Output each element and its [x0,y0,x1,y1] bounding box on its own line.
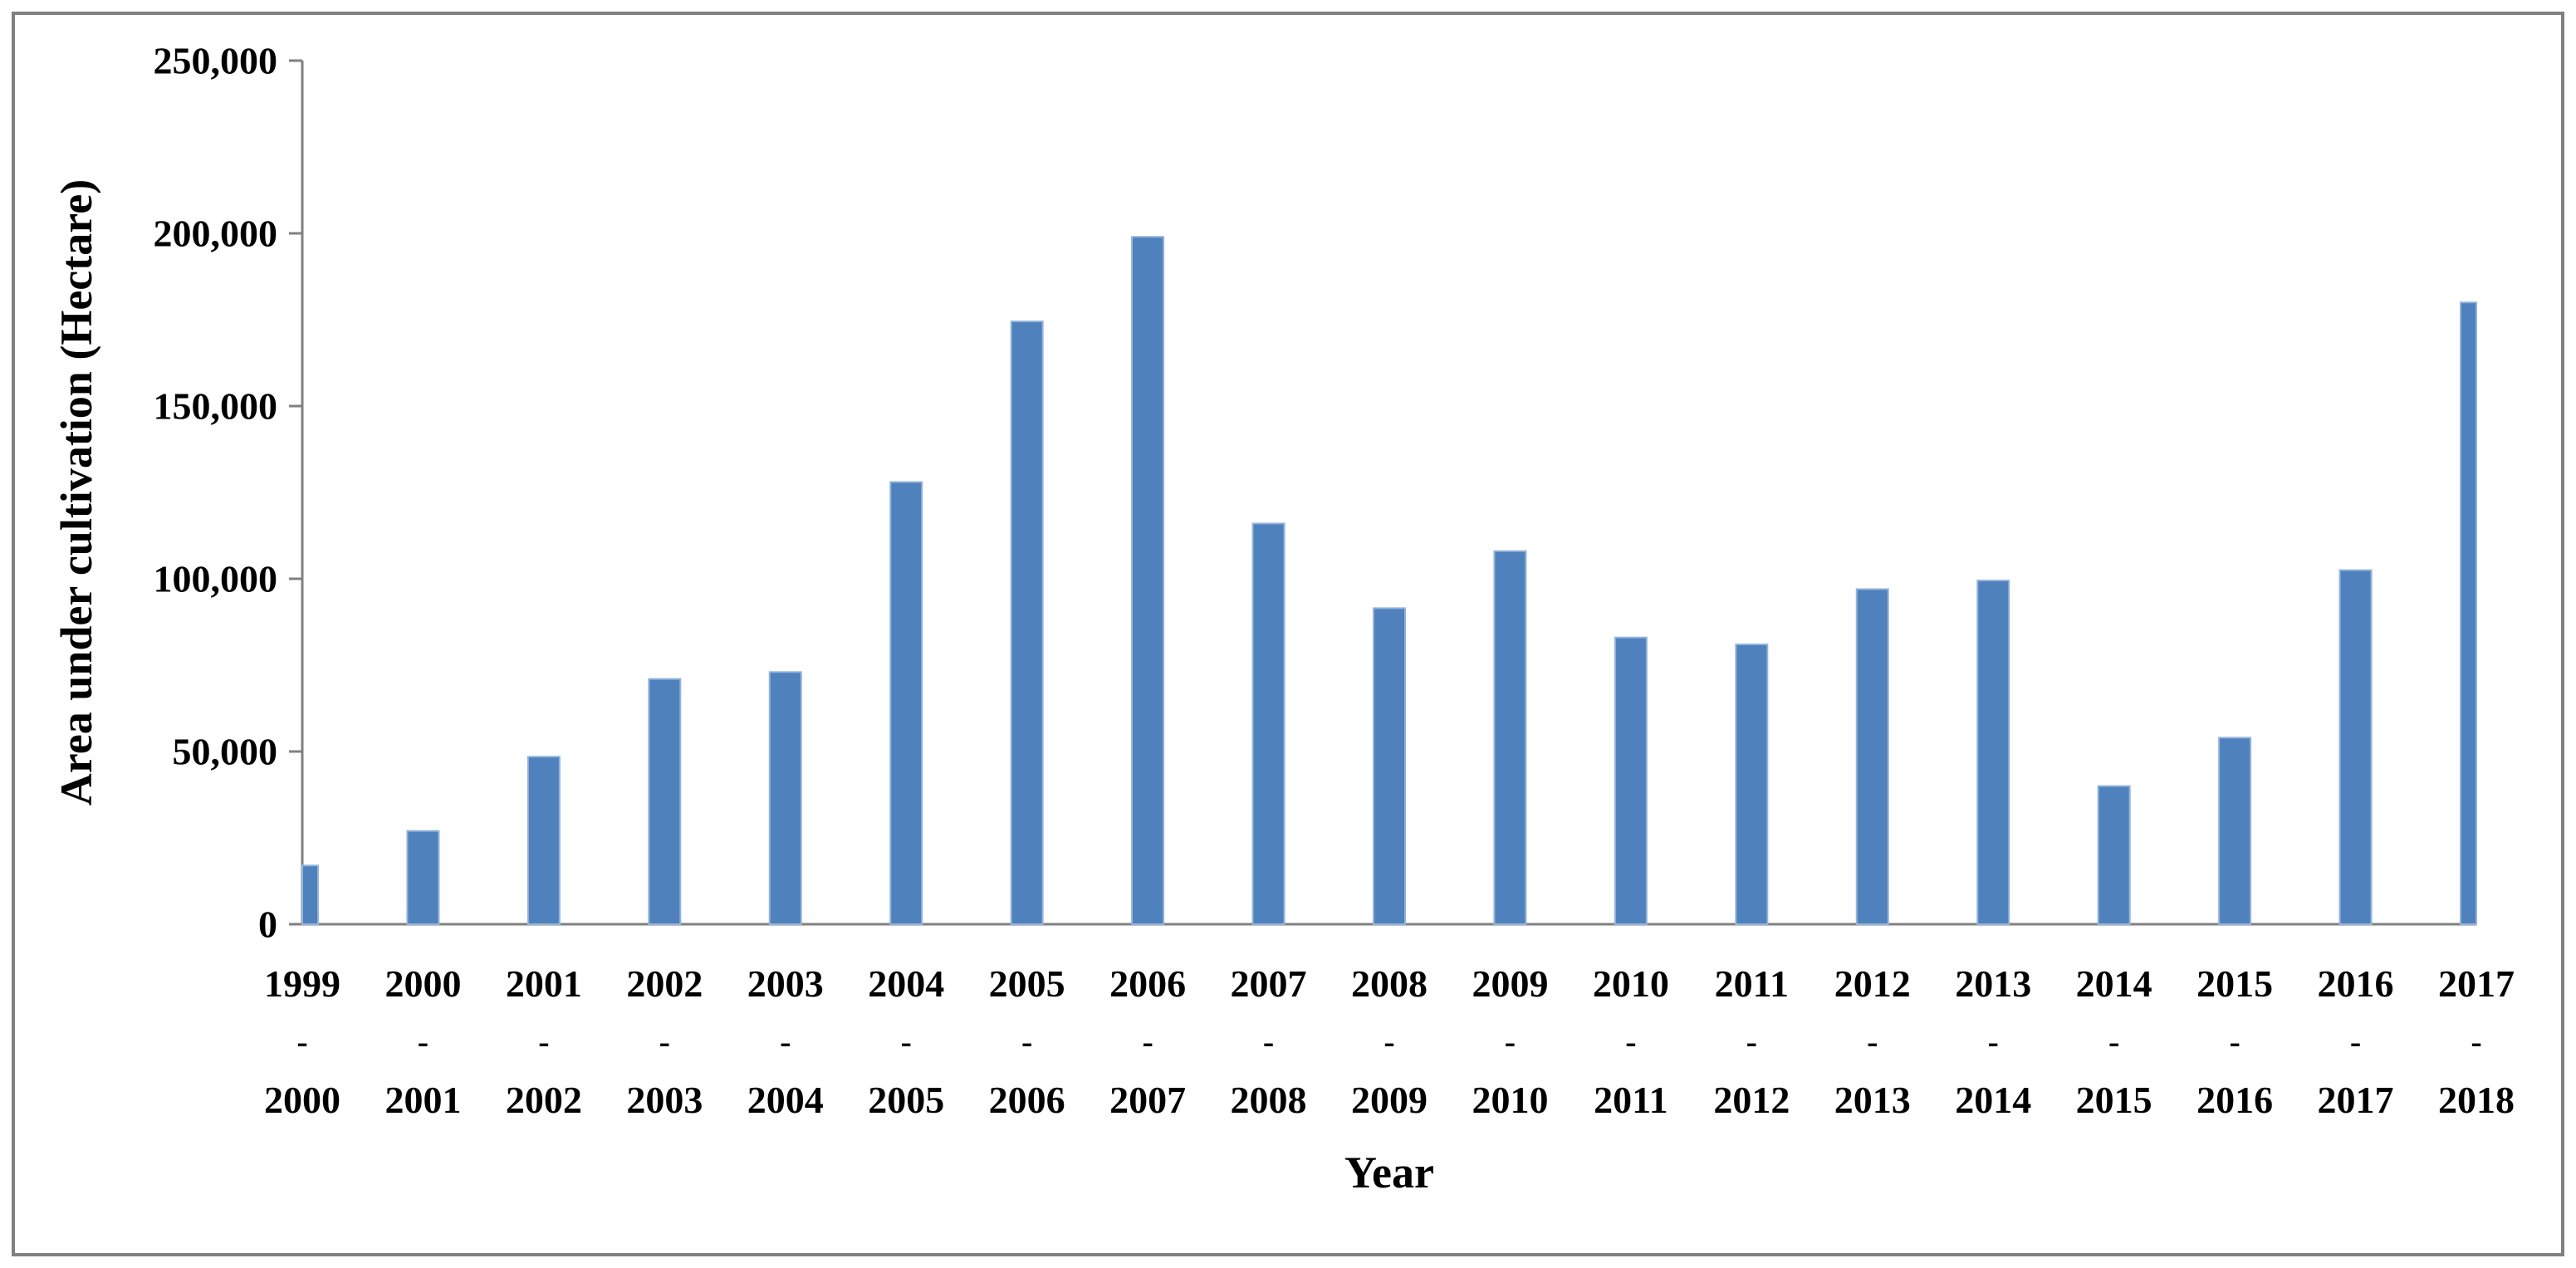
x-category-label-end: 2002 [506,1079,582,1121]
x-category-label-end: 2009 [1351,1079,1428,1121]
x-category-label-separator: - [2229,1023,2240,1060]
x-category-label-start: 2005 [989,962,1065,1005]
bar [1976,580,2010,926]
y-tick-label: 50,000 [173,731,278,773]
x-category-label-separator: - [1988,1023,1999,1060]
x-category-label-separator: - [1021,1023,1032,1060]
y-tick-label: 150,000 [154,385,278,428]
x-category-label-separator: - [296,1023,307,1060]
x-category-label-start: 2001 [506,962,582,1005]
bar [768,671,802,925]
bar [1493,550,1527,925]
x-category-label-start: 2014 [2076,962,2152,1005]
x-category-label-separator: - [1263,1023,1274,1060]
x-category-label-separator: - [1625,1023,1636,1060]
bar [301,864,319,926]
x-category-label-start: 2006 [1109,962,1186,1005]
x-category-label-start: 2015 [2196,962,2273,1005]
bar [1735,644,1769,925]
y-axis-title: Area under cultivation (Hectare) [51,179,101,806]
x-category-label-separator: - [780,1023,791,1060]
x-category-label-end: 2010 [1472,1079,1548,1121]
x-category-label-start: 2011 [1715,962,1789,1005]
x-category-label-separator: - [1746,1023,1757,1060]
x-category-label-start: 2017 [2438,962,2515,1005]
x-category-label-start: 2010 [1593,962,1669,1005]
bar [2460,301,2477,925]
x-category-label-end: 2007 [1109,1079,1186,1121]
bar [889,481,923,925]
x-category-label-end: 2014 [1955,1079,2031,1121]
x-category-label-separator: - [1505,1023,1516,1060]
bar [1131,236,1165,926]
x-category-label-start: 2012 [1834,962,1911,1005]
figure-border [12,12,2564,1256]
x-category-label-end: 2006 [989,1079,1065,1121]
x-category-label-separator: - [1142,1023,1153,1060]
x-category-label-separator: - [901,1023,912,1060]
x-category-label-end: 2003 [626,1079,703,1121]
bar [648,678,682,925]
x-category-label-separator: - [659,1023,670,1060]
x-category-label-end: 2000 [264,1079,340,1121]
y-tick-label: 0 [258,903,277,946]
x-category-label-start: 1999 [264,962,340,1005]
x-category-label-end: 2017 [2318,1079,2394,1121]
bar [526,756,561,925]
x-category-label-end: 2012 [1713,1079,1790,1121]
bar [406,830,440,925]
x-category-label-separator: - [2471,1023,2481,1060]
bar [1855,588,1889,925]
bar [2218,737,2252,925]
x-category-label-separator: - [2108,1023,2119,1060]
x-category-label-separator: - [538,1023,549,1060]
x-category-label-separator: - [1383,1023,1394,1060]
x-category-label-end: 2001 [384,1079,461,1121]
x-axis-title: Year [1344,1148,1434,1197]
bar [2338,569,2373,925]
x-category-label-end: 2013 [1834,1079,1911,1121]
x-category-label-end: 2004 [747,1079,824,1121]
x-category-label-start: 2013 [1955,962,2031,1005]
x-category-label-separator: - [1867,1023,1878,1060]
x-category-label-separator: - [2350,1023,2361,1060]
x-category-label-start: 2008 [1351,962,1428,1005]
x-category-label-end: 2008 [1231,1079,1307,1121]
bar [1373,607,1406,925]
x-category-label-end: 2018 [2438,1079,2515,1121]
x-category-label-end: 2016 [2196,1079,2273,1121]
x-category-label-start: 2003 [747,962,824,1005]
bar [1614,636,1648,925]
x-category-label-end: 2011 [1594,1079,1668,1121]
bar [1251,522,1286,925]
x-category-label-start: 2002 [626,962,703,1005]
x-category-label-start: 2016 [2318,962,2394,1005]
x-category-label-start: 2004 [868,962,944,1005]
y-tick-label: 200,000 [154,213,278,255]
y-tick-label: 250,000 [154,40,278,82]
bar [2097,785,2131,925]
x-category-label-end: 2005 [868,1079,944,1121]
bar [1010,321,1044,925]
x-category-label-start: 2007 [1231,962,1307,1005]
y-tick-label: 100,000 [154,558,278,600]
x-category-label-end: 2015 [2076,1079,2152,1121]
x-category-label-separator: - [418,1023,429,1060]
x-category-label-start: 2000 [384,962,461,1005]
x-category-label-start: 2009 [1472,962,1548,1005]
